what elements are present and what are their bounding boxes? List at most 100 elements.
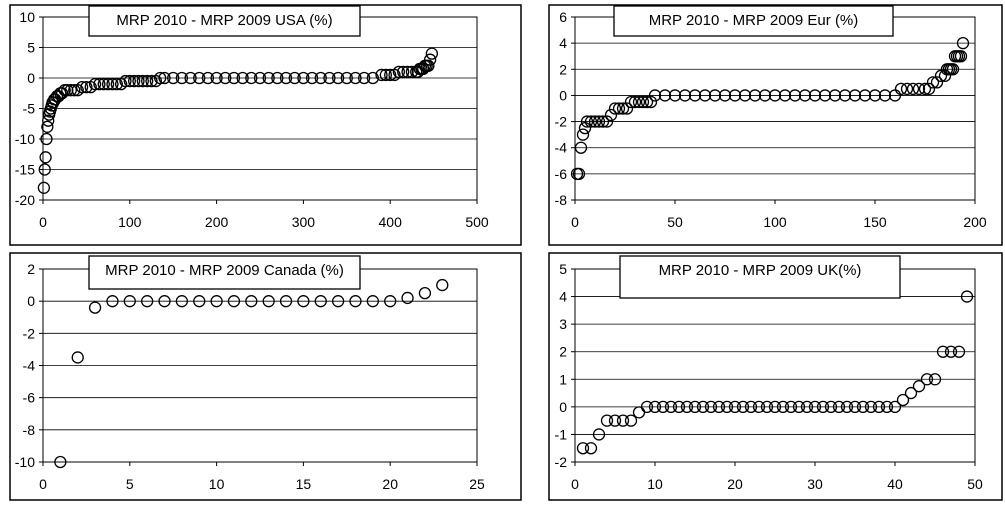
data-point <box>279 295 293 308</box>
data-point <box>748 89 762 102</box>
data-point <box>145 74 158 88</box>
data-point <box>349 295 362 308</box>
data-point <box>71 351 84 364</box>
data-point <box>106 77 119 91</box>
chart-title: MRP 2010 - MRP 2009 USA (%) <box>116 12 332 29</box>
data-point <box>624 95 638 109</box>
data-point <box>68 84 81 97</box>
data-point <box>620 102 634 115</box>
data-point <box>718 89 732 102</box>
data-point <box>838 89 852 102</box>
y-tick-label: -2 <box>555 454 568 470</box>
data-point <box>418 286 432 300</box>
data-point <box>808 400 822 414</box>
data-point <box>236 71 249 85</box>
data-point <box>340 71 353 85</box>
data-point <box>288 71 301 85</box>
chart-title: MRP 2010 - MRP 2009 UK(%) <box>659 262 862 279</box>
data-point <box>141 295 154 308</box>
x-tick-label: 300 <box>292 214 316 230</box>
data-point <box>436 278 449 292</box>
data-point <box>397 65 410 79</box>
data-point <box>612 102 626 115</box>
data-point <box>708 89 722 102</box>
data-point <box>88 301 102 314</box>
data-point <box>800 400 814 414</box>
data-point <box>900 82 914 96</box>
data-point <box>80 81 93 94</box>
data-point <box>728 89 742 102</box>
data-point <box>798 89 812 102</box>
data-point <box>832 400 846 414</box>
data-point <box>776 400 790 414</box>
data-point <box>158 71 171 85</box>
data-point <box>37 181 51 194</box>
x-tick-label: 40 <box>887 476 903 492</box>
data-point <box>576 128 590 141</box>
data-point <box>664 400 678 414</box>
data-point <box>136 74 149 88</box>
chart-title-box <box>613 5 894 37</box>
data-point <box>297 71 310 85</box>
data-point <box>592 115 606 128</box>
data-point <box>141 74 154 88</box>
data-point <box>358 71 371 85</box>
data-point <box>75 81 89 94</box>
x-tick-label: 100 <box>763 214 787 230</box>
y-tick-label: 0 <box>559 87 567 103</box>
data-point <box>828 89 842 102</box>
y-tick-label: -20 <box>15 192 35 208</box>
data-point <box>698 89 712 102</box>
x-tick-label: 200 <box>205 214 229 230</box>
data-point <box>132 74 145 88</box>
y-tick-label: 6 <box>559 9 567 25</box>
data-point <box>788 89 802 102</box>
y-tick-label: 0 <box>559 399 567 415</box>
data-point <box>425 47 439 60</box>
data-point <box>375 68 388 82</box>
y-tick-label: -10 <box>15 454 35 470</box>
data-point <box>616 102 630 115</box>
data-point <box>640 400 654 414</box>
data-point <box>952 345 966 358</box>
data-point <box>39 151 52 164</box>
data-point <box>38 163 51 176</box>
data-point <box>93 77 106 91</box>
data-point <box>584 442 598 455</box>
data-point <box>920 373 934 386</box>
data-point <box>175 295 189 308</box>
y-tick-label: 10 <box>19 9 35 25</box>
chart-frame <box>9 4 522 246</box>
data-point <box>271 71 284 85</box>
data-point <box>608 102 622 115</box>
x-tick-label: 50 <box>967 476 983 492</box>
data-point <box>736 400 750 414</box>
y-tick-label: -8 <box>23 422 36 438</box>
data-point <box>960 290 974 303</box>
data-point <box>668 89 682 102</box>
data-point <box>422 59 435 72</box>
data-point <box>868 89 882 102</box>
x-tick-label: 100 <box>118 214 142 230</box>
data-point <box>262 295 275 308</box>
x-tick-label: 150 <box>863 214 887 230</box>
data-point <box>808 89 822 102</box>
data-point <box>210 295 223 308</box>
data-point <box>824 400 838 414</box>
data-point <box>752 400 766 414</box>
data-point <box>604 108 618 122</box>
data-point <box>628 95 642 109</box>
data-point <box>954 50 968 63</box>
x-tick-label: 10 <box>209 476 225 492</box>
data-point <box>744 400 758 414</box>
data-point <box>872 400 886 414</box>
data-point <box>588 115 602 128</box>
y-tick-label: 2 <box>27 261 35 277</box>
y-tick-label: -6 <box>23 390 36 406</box>
chart-frame <box>548 4 1003 246</box>
data-point <box>123 74 136 88</box>
data-point <box>331 295 345 308</box>
